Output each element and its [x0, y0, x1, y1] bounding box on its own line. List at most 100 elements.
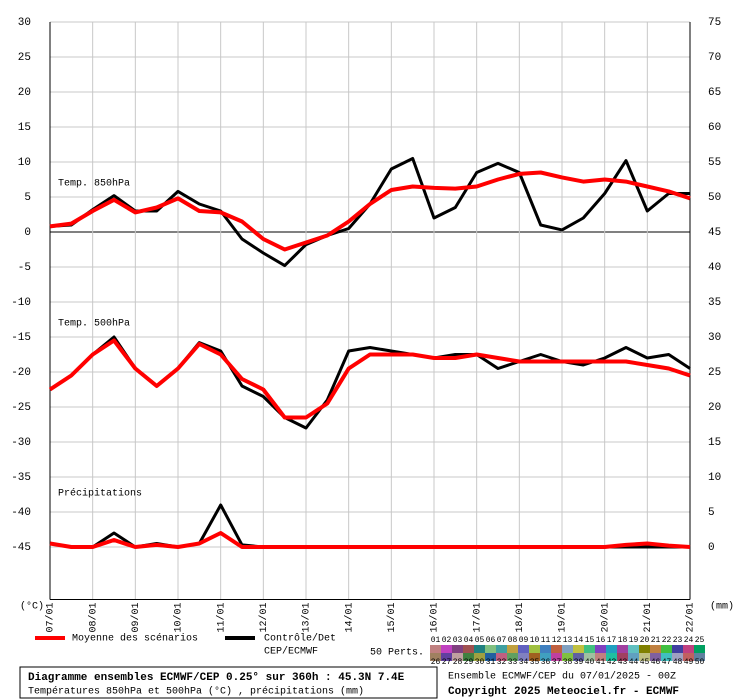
member-label: 28 [453, 658, 463, 667]
member-label: 37 [552, 658, 562, 667]
member-label: 43 [618, 658, 628, 667]
member-label: 46 [651, 658, 661, 667]
member-label: 20 [640, 636, 650, 645]
x-tick-label: 22/01 [685, 603, 697, 633]
member-swatch [694, 653, 705, 661]
y2-tick-label: 10 [708, 472, 721, 484]
member-label: 35 [530, 658, 540, 667]
member-label: 34 [519, 658, 529, 667]
member-label: 48 [673, 658, 683, 667]
member-label: 29 [464, 658, 474, 667]
x-tick-label: 08/01 [87, 603, 99, 633]
member-swatch [628, 645, 639, 653]
y2-tick-label: 50 [708, 192, 721, 204]
member-label: 10 [530, 636, 540, 645]
member-swatch [518, 645, 529, 653]
member-swatch [474, 645, 485, 653]
member-label: 19 [629, 636, 639, 645]
member-label: 42 [607, 658, 617, 667]
member-label: 32 [497, 658, 507, 667]
x-tick-label: 19/01 [557, 603, 569, 633]
member-swatch [672, 645, 683, 653]
y2-tick-label: 40 [708, 262, 721, 274]
x-tick-label: 20/01 [599, 603, 611, 633]
member-label: 02 [442, 636, 452, 645]
footer-box [19, 666, 438, 699]
member-label: 17 [607, 636, 617, 645]
member-swatch [595, 653, 606, 661]
member-swatch [463, 645, 474, 653]
member-label: 04 [464, 636, 474, 645]
member-swatch [529, 653, 540, 661]
x-tick-label: 10/01 [173, 603, 185, 633]
member-swatch [540, 645, 551, 653]
x-tick-label: 12/01 [258, 603, 270, 633]
member-label: 31 [486, 658, 496, 667]
y2-tick-label: 0 [708, 542, 715, 554]
y-tick-label: 0 [24, 227, 31, 239]
member-swatch [496, 653, 507, 661]
control-legend-label: CEP/ECMWF [264, 646, 318, 658]
y-unit: (°C) [20, 601, 44, 613]
member-label: 23 [673, 636, 683, 645]
y-tick-label: 15 [18, 122, 31, 134]
member-swatch [518, 653, 529, 661]
member-label: 24 [684, 636, 694, 645]
y-tick-label: -5 [18, 262, 31, 274]
y-tick-label: -10 [11, 297, 31, 309]
member-swatch [441, 653, 452, 661]
member-label: 01 [431, 636, 441, 645]
y-tick-label: -45 [11, 542, 31, 554]
member-swatch [474, 653, 485, 661]
mean-line [48, 338, 691, 420]
y2-tick-label: 65 [708, 87, 721, 99]
member-swatch [430, 645, 441, 653]
x-tick-label: 14/01 [343, 603, 355, 633]
member-label: 13 [563, 636, 573, 645]
footer-subtitle: Températures 850hPa et 500hPa (°C) , pré… [28, 686, 364, 698]
member-swatch [639, 653, 650, 661]
member-swatch [639, 645, 650, 653]
member-swatch [606, 645, 617, 653]
member-swatch [694, 645, 705, 653]
member-swatch [672, 653, 683, 661]
y2-tick-label: 25 [708, 367, 721, 379]
member-label: 49 [684, 658, 694, 667]
member-swatch [452, 645, 463, 653]
member-label: 15 [585, 636, 595, 645]
y2-tick-label: 70 [708, 52, 721, 64]
member-swatch [661, 653, 672, 661]
member-swatch [628, 653, 639, 661]
footer-run: Ensemble ECMWF/CEP du 07/01/2025 - 00Z [448, 671, 676, 683]
member-swatch [683, 653, 694, 661]
panel-label: Temp. 850hPa [58, 178, 130, 190]
member-label: 47 [662, 658, 672, 667]
member-label: 25 [695, 636, 705, 645]
y2-tick-label: 75 [708, 17, 721, 29]
member-label: 16 [596, 636, 606, 645]
member-swatch [573, 653, 584, 661]
y-tick-label: -40 [11, 507, 31, 519]
y-tick-label: 20 [18, 87, 31, 99]
x-tick-label: 13/01 [301, 603, 313, 633]
member-swatch [573, 645, 584, 653]
y-tick-label: 10 [18, 157, 31, 169]
member-label: 39 [574, 658, 584, 667]
member-swatch [507, 653, 518, 661]
x-tick-label: 09/01 [130, 603, 142, 633]
member-swatch [430, 653, 441, 661]
member-label: 45 [640, 658, 650, 667]
member-label: 09 [519, 636, 529, 645]
member-swatch [540, 653, 551, 661]
member-label: 07 [497, 636, 507, 645]
member-swatch [562, 653, 573, 661]
member-label: 06 [486, 636, 496, 645]
x-tick-label: 21/01 [642, 603, 654, 633]
y-tick-label: -35 [11, 472, 31, 484]
y2-tick-label: 15 [708, 437, 721, 449]
member-label: 14 [574, 636, 584, 645]
member-label: 40 [585, 658, 595, 667]
x-tick-label: 15/01 [386, 603, 398, 633]
member-swatch [617, 645, 628, 653]
